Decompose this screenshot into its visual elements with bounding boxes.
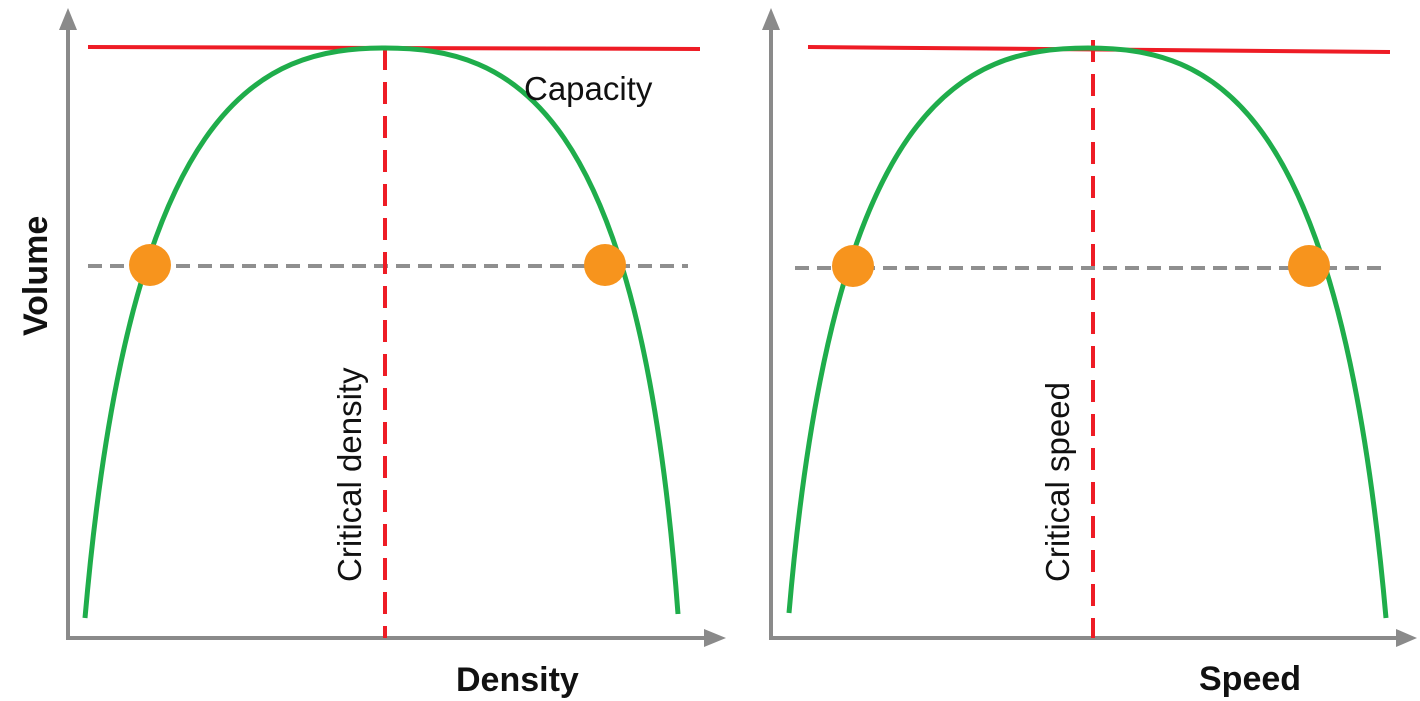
- critical-speed-label: Critical speed: [1039, 382, 1076, 582]
- volume-density-curve: [82, 45, 681, 619]
- x-axis-label-speed: Speed: [1199, 660, 1301, 698]
- y-axis-right-arrow-icon: [762, 8, 780, 30]
- operating-point-congested-right: [1288, 245, 1330, 287]
- y-axis-left-arrow-icon: [59, 8, 77, 30]
- operating-point-congested-left: [584, 244, 626, 286]
- critical-density-label: Critical density: [331, 367, 368, 582]
- x-axis-left-arrow-icon: [704, 629, 726, 647]
- operating-point-uncongested-left: [129, 244, 171, 286]
- x-axis-right-arrow-icon: [1396, 629, 1417, 647]
- y-axis-label-volume: Volume: [17, 216, 55, 336]
- volume-speed-curve: [786, 45, 1389, 619]
- x-axis-label-density: Density: [456, 661, 579, 699]
- capacity-label: Capacity: [524, 70, 653, 107]
- operating-point-uncongested-right: [832, 245, 874, 287]
- panel-speed: Critical speed Speed: [762, 8, 1417, 698]
- panel-density: Capacity Critical density Density Volume: [17, 8, 726, 699]
